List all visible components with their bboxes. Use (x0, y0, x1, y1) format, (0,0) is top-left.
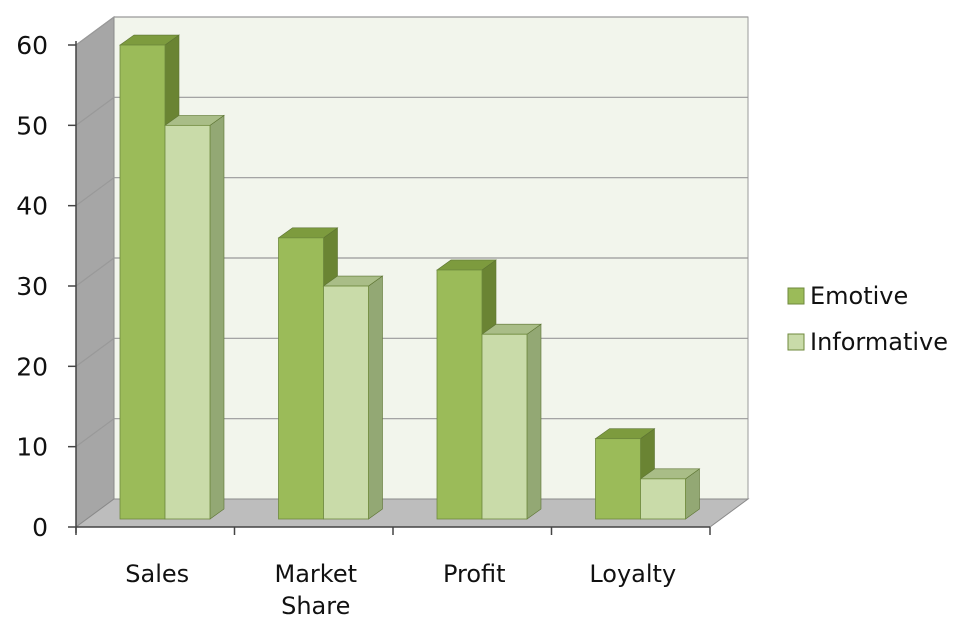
x-tick-label: Loyalty (589, 560, 676, 588)
bars (119, 34, 701, 520)
x-tick-label: Market Share (275, 560, 358, 620)
x-axis: Sales Market Share Profit Loyalty (75, 526, 711, 620)
legend-label: Emotive (810, 282, 908, 310)
y-tick-label: 50 (16, 111, 48, 140)
gridline (75, 16, 748, 46)
bar (164, 114, 225, 520)
legend-label: Informative (810, 328, 948, 356)
y-tick-label: 20 (16, 352, 48, 381)
legend-swatch (787, 287, 805, 305)
legend: Emotive Informative (787, 282, 948, 356)
legend-swatch (787, 333, 805, 351)
x-tick-label: Sales (125, 560, 189, 588)
gridline (75, 177, 748, 207)
y-tick-label: 10 (16, 433, 48, 462)
gridline (75, 96, 748, 126)
y-axis: 0 10 20 30 40 50 60 (16, 31, 77, 542)
bar (639, 468, 701, 520)
bar (322, 275, 384, 520)
y-tick-label: 60 (16, 31, 48, 60)
y-tick-label: 0 (32, 513, 48, 542)
x-tick-label: Profit (443, 560, 506, 588)
bar (481, 323, 542, 520)
gridline (75, 257, 748, 287)
legend-item: Emotive (787, 282, 908, 310)
y-tick-label: 30 (16, 272, 48, 301)
legend-item: Informative (787, 328, 948, 356)
y-tick-label: 40 (16, 192, 48, 221)
